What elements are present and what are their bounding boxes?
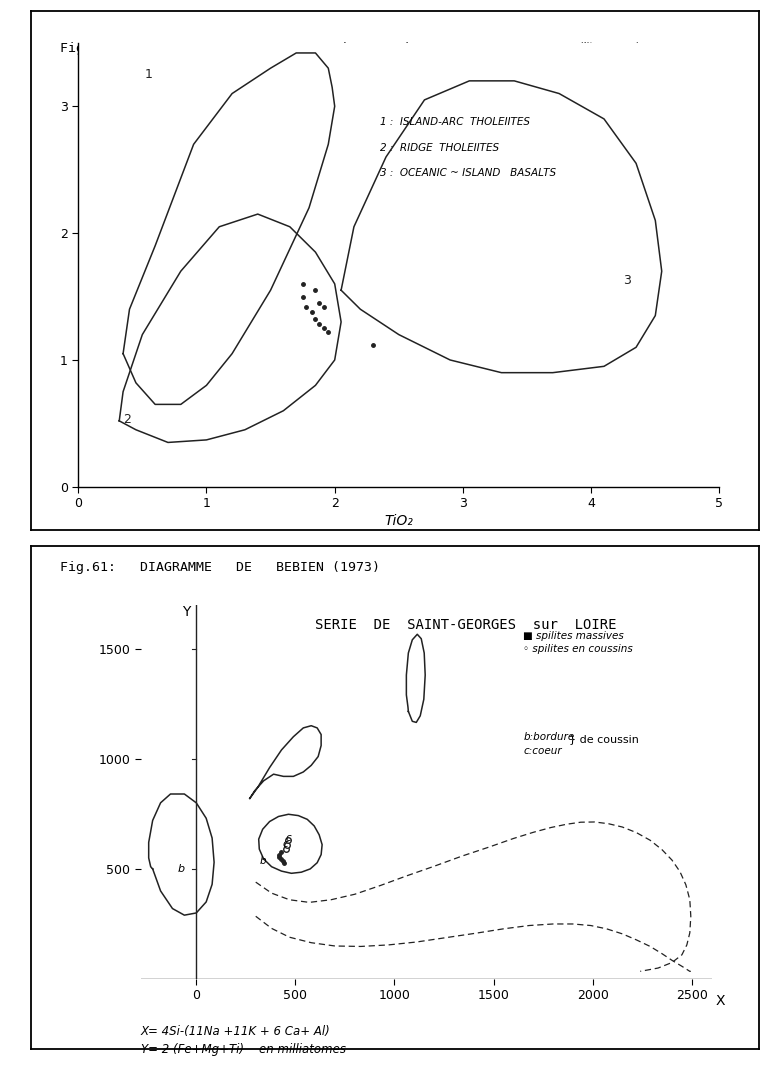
Text: b:bordure: b:bordure — [523, 732, 575, 743]
Text: c:coeur: c:coeur — [523, 746, 562, 755]
Text: Fig. 60:  DIAGRAMME  DE  GLASSLEY  ( 1974  ): Fig. 60: DIAGRAMME DE GLASSLEY ( 1974 ) — [60, 42, 412, 55]
Text: } de coussin: } de coussin — [569, 734, 639, 744]
Text: Y= 2 (Fe+Mg+Ti)    en milliatomes: Y= 2 (Fe+Mg+Ti) en milliatomes — [141, 1043, 346, 1056]
Text: SERIE  DE  SAINT-GEORGES  sur  LOIRE: SERIE DE SAINT-GEORGES sur LOIRE — [192, 78, 493, 92]
Text: c: c — [285, 834, 291, 843]
Text: ◦ spilites en coussins: ◦ spilites en coussins — [523, 644, 633, 654]
Text: ■ spilites massives: ■ spilites massives — [523, 631, 624, 641]
Text: 2: 2 — [123, 413, 131, 427]
Text: 3 :  OCEANIC ~ ISLAND   BASALTS: 3 : OCEANIC ~ ISLAND BASALTS — [379, 168, 556, 178]
Text: 2 :  RIDGE  THOLEIITES: 2 : RIDGE THOLEIITES — [379, 142, 499, 153]
Text: X: X — [716, 994, 725, 1008]
Text: ◦ spilites en coussins: ◦ spilites en coussins — [555, 76, 665, 86]
Text: ■ spilites massives: ■ spilites massives — [555, 42, 655, 51]
Text: b: b — [260, 856, 267, 867]
Text: X= 4Si-(11Na +11K + 6 Ca+ Al): X= 4Si-(11Na +11K + 6 Ca+ Al) — [141, 1025, 331, 1038]
X-axis label: TiO₂: TiO₂ — [385, 515, 413, 529]
Text: b: b — [178, 863, 185, 874]
Text: (Fe₂O₃ + FeO) / MgO: (Fe₂O₃ + FeO) / MgO — [0, 205, 2, 324]
Text: c: c — [282, 839, 289, 849]
Text: 3: 3 — [623, 274, 631, 287]
Text: Fig.61:   DIAGRAMME   DE   BEBIEN (1973): Fig.61: DIAGRAMME DE BEBIEN (1973) — [60, 561, 380, 574]
Text: 1 :  ISLAND-ARC  THOLEIITES: 1 : ISLAND-ARC THOLEIITES — [379, 118, 529, 127]
Text: SERIE  DE  SAINT-GEORGES  sur  LOIRE: SERIE DE SAINT-GEORGES sur LOIRE — [315, 617, 617, 631]
Text: 1: 1 — [145, 68, 152, 81]
Text: Y: Y — [182, 605, 190, 618]
